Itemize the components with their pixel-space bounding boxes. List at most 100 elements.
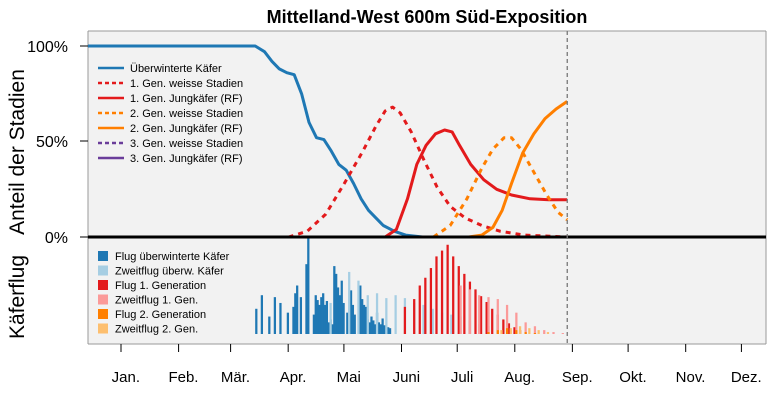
flight-bar-s0	[336, 287, 340, 334]
x-tick-label: Sep.	[562, 369, 593, 386]
flight-bar-s0	[374, 324, 377, 334]
flight-bar-s0	[387, 327, 390, 334]
flight-bar-s1	[450, 314, 453, 334]
x-tick-label: Apr.	[280, 369, 307, 386]
flight-bar-s5	[500, 330, 503, 334]
flight-bar-s0	[377, 322, 381, 334]
series-line-4	[468, 100, 569, 239]
series-line-1	[288, 105, 568, 239]
flight-bar-s3	[543, 330, 546, 334]
flight-bar-s4	[496, 330, 499, 334]
flight-bar-s3	[468, 289, 472, 334]
flight-bar-s0	[318, 304, 321, 334]
flight-bar-s0	[333, 266, 336, 334]
y-tick-label: 0%	[45, 230, 68, 247]
flight-bar-s0	[381, 318, 384, 334]
flight-bar-s0	[279, 302, 282, 334]
flight-bar-s0	[359, 285, 362, 334]
flight-bar-s3	[487, 297, 490, 334]
flight-bar-s0	[362, 304, 366, 334]
flight-bar-s4	[524, 332, 527, 334]
flight-bar-s1	[348, 271, 351, 334]
y-tick-label: 50%	[36, 134, 68, 151]
x-tick-label: Nov.	[676, 369, 706, 386]
flight-bar-s1	[394, 295, 397, 334]
legend-label: Flug überwinterte Käfer	[115, 251, 230, 263]
flight-bar-s0	[368, 322, 371, 334]
flight-bar-s0	[331, 324, 334, 334]
bottom-panel-background	[88, 237, 766, 344]
flight-bar-s1	[357, 280, 360, 334]
flight-bar-s0	[372, 320, 375, 334]
flight-bar-s2	[507, 323, 511, 334]
flight-bar-s0	[314, 295, 317, 334]
flight-bar-s2	[446, 244, 449, 334]
flight-bar-s4	[515, 330, 518, 334]
flight-bar-s0	[383, 325, 386, 334]
flight-bar-s0	[299, 297, 303, 334]
x-tick-label: Mär.	[221, 369, 250, 386]
legend-bar-swatch	[98, 294, 108, 305]
flight-bar-s0	[335, 273, 338, 334]
flight-bar-s4	[505, 328, 509, 334]
flight-bar-s0	[322, 293, 325, 334]
series-line-3	[432, 136, 569, 239]
legend-bar-swatch	[98, 280, 108, 290]
flight-bar-s4	[533, 333, 537, 334]
flight-bar-s0	[361, 299, 364, 334]
flight-bar-s0	[260, 295, 264, 334]
flight-bar-s2	[435, 256, 438, 334]
x-tick-label: Aug.	[504, 369, 535, 386]
series-line-0	[88, 44, 568, 239]
flight-bar-s3	[496, 299, 499, 334]
flight-bar-s2	[463, 273, 466, 334]
legend-label: Flug 2. Generation	[115, 309, 206, 321]
flight-bar-s2	[440, 250, 444, 334]
flight-bar-s2	[424, 277, 427, 334]
flight-bar-s5	[518, 326, 522, 334]
legend-bar-swatch	[98, 265, 108, 276]
legend-label: Flug 1. Generation	[115, 280, 206, 292]
flight-bar-s0	[325, 301, 329, 334]
flight-bar-s2	[502, 319, 505, 334]
flight-bar-s0	[296, 285, 299, 334]
legend-label: Zweitflug 1. Gen.	[115, 295, 198, 307]
x-tick-label: Mai	[337, 369, 361, 386]
flight-bar-s1	[385, 298, 388, 334]
flight-bar-s2	[474, 289, 477, 334]
flight-bar-s2	[452, 256, 455, 334]
flight-bar-s3	[459, 285, 462, 334]
legend-label: 3. Gen. weisse Stadien	[130, 138, 243, 150]
y-axis-label-bottom: Käferflug	[6, 255, 29, 339]
flight-bar-s2	[491, 308, 494, 334]
flight-bar-s0	[320, 297, 323, 334]
x-tick-label: Jan.	[112, 369, 140, 386]
flight-bar-s0	[338, 295, 342, 334]
flight-bar-s3	[561, 333, 564, 334]
legend-bar-swatch	[98, 323, 108, 334]
flight-bar-s0	[327, 322, 330, 334]
x-tick-label: Dez.	[731, 369, 762, 386]
flight-bar-s5	[528, 328, 531, 334]
chart-title: Mittelland-West 600m Süd-Exposition	[267, 7, 588, 27]
flight-bar-s3	[533, 326, 537, 334]
flight-bar-s0	[307, 237, 310, 334]
legend-label: 1. Gen. weisse Stadien	[130, 78, 243, 90]
flight-bar-s0	[370, 316, 373, 334]
legend-lines: Überwinterte Käfer 1. Gen. weisse Stadien…	[98, 63, 243, 165]
x-tick-label: Okt.	[619, 369, 647, 386]
flight-bar-s0	[305, 264, 308, 334]
flight-bar-s0	[351, 304, 355, 334]
flight-bar-s3	[505, 304, 509, 334]
flight-bar-s2	[479, 296, 483, 334]
flight-bar-s1	[431, 308, 434, 334]
series-line-2	[384, 128, 568, 239]
flight-bar-s0	[268, 316, 271, 334]
legend-label: 2. Gen. Jungkäfer (RF)	[130, 123, 243, 135]
flight-bar-s0	[273, 297, 277, 334]
x-tick-label: Feb.	[168, 369, 198, 386]
flight-bars	[255, 237, 564, 334]
x-tick-label: Juni	[393, 369, 421, 386]
legend-label: 1. Gen. Jungkäfer (RF)	[130, 93, 243, 105]
